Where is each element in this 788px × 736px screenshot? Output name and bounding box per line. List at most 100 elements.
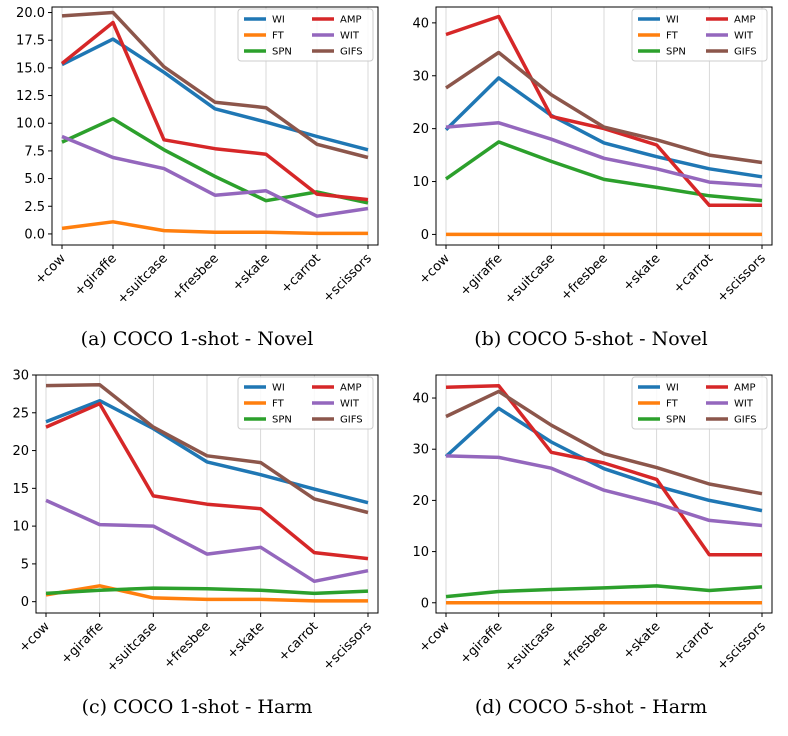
chart-a-ytick-label: 0.0 — [24, 227, 45, 242]
chart-c-ytick-label: 15 — [12, 482, 29, 497]
chart-panel-a: 0.0 2.5 5.0 7.5 10.0 12.5 15.0 17.5 20.0 +cow +gir… — [0, 0, 394, 368]
chart-a-ytick-label: 17.5 — [16, 34, 45, 49]
chart-a-xtick-label: +cow — [32, 251, 69, 288]
chart-c-legend-label-ft: FT — [272, 399, 285, 410]
chart-c-line-gifs — [45, 383, 369, 515]
chart-d-xtick-label: +scissors — [714, 619, 769, 674]
chart-c-caption: (c) COCO 1-shot - Harm — [81, 696, 313, 718]
chart-d-ytick-label: 0 — [421, 596, 429, 611]
chart-c-legend — [237, 376, 374, 430]
chart-d-xtick-label: +suitcase — [502, 619, 558, 675]
chart-d-legend-label-ft: FT — [666, 399, 679, 410]
chart-d-xtick-label: +fresbee — [558, 619, 611, 672]
chart-d-line-gifs — [445, 389, 763, 496]
chart-a-caption: (a) COCO 1-shot - Novel — [80, 328, 314, 350]
chart-a-legend — [237, 8, 374, 62]
chart-b-caption: (b) COCO 5-shot - Novel — [474, 328, 708, 350]
chart-c-ytick-label: 30 — [12, 369, 29, 384]
chart-d-ytick-label: 10 — [412, 545, 429, 560]
chart-c-ytick-label: 0 — [21, 595, 29, 610]
chart-a-xtick-label: +fresbee — [169, 251, 222, 304]
chart-a-xtick-label: +skate — [230, 251, 273, 294]
chart-d-line-wit — [445, 454, 763, 528]
chart-d-legend — [631, 376, 768, 430]
chart-b-xtick-label: +skate — [620, 251, 663, 294]
chart-b-xtick-label: +fresbee — [558, 251, 611, 304]
chart-a-xtick-label: +scissors — [320, 251, 375, 306]
chart-b-ytick-label: 30 — [412, 69, 429, 84]
chart-b-legend-label-wi: WI — [666, 15, 679, 26]
chart-d-legend-label-wi: WI — [666, 383, 679, 394]
chart-c-line-amp — [45, 401, 369, 561]
chart-b-legend-label-wit: WIT — [734, 31, 754, 42]
chart-a-line-wi — [61, 37, 369, 152]
chart-d-xtick-label: +skate — [620, 619, 663, 662]
chart-b-xtick-label: +scissors — [714, 251, 769, 306]
chart-c-xtick-label: +cow — [16, 619, 53, 656]
chart-a-ytick-label: 12.5 — [16, 89, 45, 104]
chart-a-legend-label-amp: AMP — [340, 15, 362, 26]
chart-b-legend-label-gifs: GIFS — [734, 47, 757, 58]
chart-c-line-wi — [45, 398, 369, 505]
chart-b-legend-label-spn: SPN — [666, 47, 686, 58]
chart-a-legend-label-wi: WI — [272, 15, 285, 26]
chart-d-xtick-label: +carrot — [671, 619, 716, 664]
chart-a-line-wit — [61, 134, 369, 218]
chart-a-ytick-label: 5.0 — [24, 172, 45, 187]
chart-panel-b: 0 10 20 30 40 +cow +giraffe +suitcase +fresbee +s… — [394, 0, 788, 368]
chart-a-legend-label-gifs: GIFS — [340, 47, 363, 58]
chart-c-xtick-label: +carrot — [276, 619, 321, 664]
chart-d-line-amp — [445, 383, 762, 557]
chart-a-line-gifs — [61, 10, 369, 160]
chart-b-line-wit — [445, 121, 763, 188]
chart-d-legend-label-amp: AMP — [734, 383, 756, 394]
chart-c-line-ft — [45, 584, 368, 603]
chart-c-xtick-label: +giraffe — [58, 619, 106, 667]
chart-c-xtick-label: +suitcase — [104, 619, 160, 675]
chart-a-ytick-label: 7.5 — [24, 144, 45, 159]
chart-c-legend-label-gifs: GIFS — [340, 415, 363, 426]
chart-c-line-wit — [45, 498, 369, 584]
chart-d-ytick-label: 20 — [412, 494, 429, 509]
chart-a-legend-label-wit: WIT — [340, 31, 360, 42]
chart-c-legend-label-amp: AMP — [340, 383, 362, 394]
chart-panel-c: 0 5 10 15 20 25 30 +cow +giraffe +suitcase +fresbe… — [0, 368, 394, 736]
chart-c-svg: 0 5 10 15 20 25 30 +cow +giraffe+suitcase +fresbe… — [12, 369, 379, 675]
chart-c-ytick-label: 5 — [21, 557, 29, 572]
chart-a-xtick-label: +suitcase — [115, 251, 171, 307]
chart-b-legend-label-amp: AMP — [734, 15, 756, 26]
chart-c-ytick-label: 10 — [12, 520, 29, 535]
chart-c-xtick-label: +fresbee — [161, 619, 214, 672]
chart-b-line-wi — [444, 76, 763, 179]
chart-d-xtick-label: +giraffe — [457, 619, 505, 667]
chart-a-xtick-label: +giraffe — [72, 251, 120, 299]
chart-d-legend-label-spn: SPN — [666, 415, 686, 426]
chart-d-line-spn — [445, 584, 763, 599]
chart-d-line-wi — [444, 406, 763, 513]
chart-c-ytick-label: 25 — [12, 406, 29, 421]
chart-a-ytick-label: 2.5 — [24, 200, 45, 215]
chart-c-legend-label-wi: WI — [272, 383, 285, 394]
chart-c-legend-label-spn: SPN — [272, 415, 292, 426]
chart-d-legend-label-gifs: GIFS — [734, 415, 757, 426]
chart-b-xtick-label: +suitcase — [502, 251, 558, 307]
chart-b-xtick-label: +carrot — [671, 251, 716, 296]
chart-a-ytick-label: 10.0 — [16, 117, 45, 132]
chart-d-xtick-label: +cow — [416, 619, 453, 656]
chart-c-line-spn — [45, 586, 369, 596]
chart-a-ytick-label: 20.0 — [16, 6, 45, 21]
chart-b-ytick-label: 40 — [412, 16, 429, 31]
chart-b-xtick-label: +cow — [416, 251, 453, 288]
chart-a-legend-label-spn: SPN — [272, 47, 292, 58]
chart-c-legend-label-wit: WIT — [340, 399, 360, 410]
chart-a-ytick-label: 15.0 — [16, 61, 45, 76]
chart-d-ytick-label: 30 — [412, 443, 429, 458]
chart-a-legend-label-ft: FT — [272, 31, 285, 42]
chart-b-ytick-label: 20 — [412, 122, 429, 137]
chart-panel-d: 0 10 20 30 40 +cow +giraffe +suitcase +fresbee +s… — [394, 368, 788, 736]
chart-b-legend — [631, 8, 768, 62]
chart-d-ytick-label: 40 — [412, 392, 429, 407]
chart-c-xtick-label: +skate — [224, 619, 267, 662]
